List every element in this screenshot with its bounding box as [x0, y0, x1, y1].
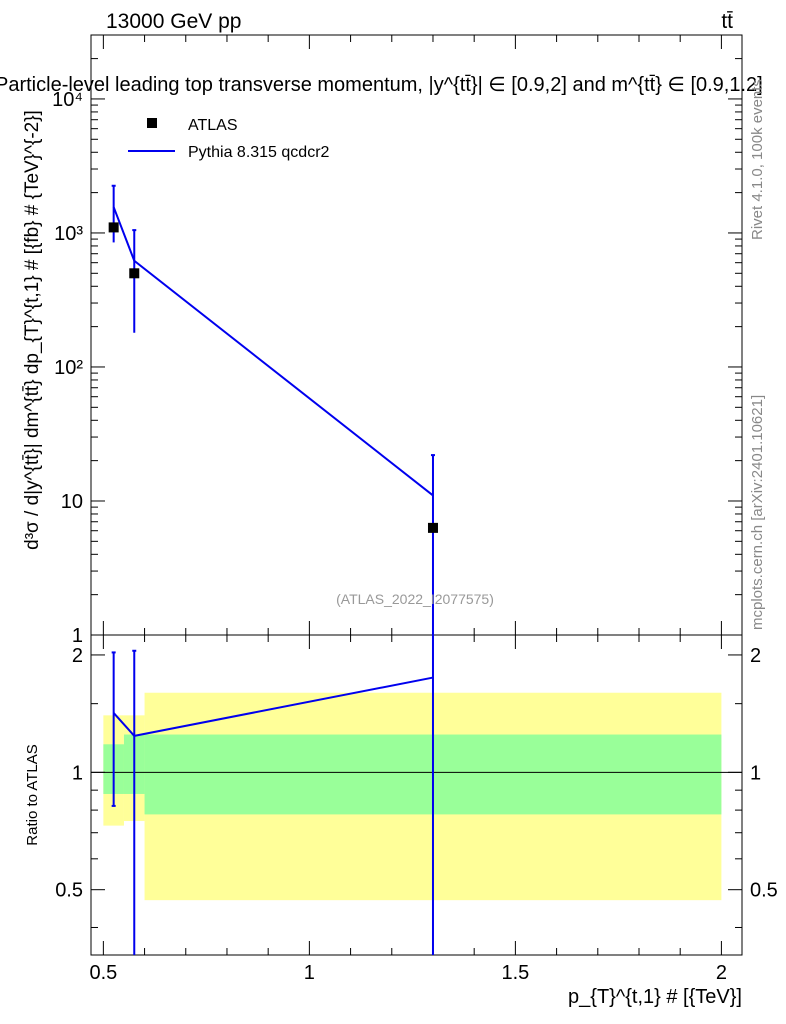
ratio-pythia-line: [112, 676, 434, 737]
ratio-y-tick-label: 1: [72, 762, 83, 784]
mcplots-label: mcplots.cern.ch [arXiv:2401.10621]: [749, 395, 766, 630]
x-axis-label: p_{T}^{t,1} # [{TeV}]: [568, 986, 742, 1008]
main-series-layer: [108, 184, 438, 635]
ratio-series-layer: [111, 635, 434, 955]
x-tick-label: 1: [304, 962, 315, 984]
ratio-y-tick-label: 2: [72, 645, 83, 667]
x-tick-label: 1.5: [501, 962, 529, 984]
ratio-y-tick-label: 0.5: [55, 880, 83, 902]
x-tick-label: 2: [716, 962, 727, 984]
main-y-tick-label: 10: [61, 491, 83, 513]
atlas-point: [427, 522, 438, 533]
ratio-axis-ticks: 0.5 0.5 1 1 2 2 0.5 1 1.5 2: [55, 635, 778, 984]
main-y-tick-label: 10²: [54, 357, 83, 379]
legend-atlas-marker: [147, 118, 157, 128]
energy-label: 13000 GeV pp: [106, 10, 241, 33]
ratio-y-tick-label-right: 0.5: [750, 880, 778, 902]
legend-pythia-label: Pythia 8.315 qcdcr2: [188, 144, 330, 161]
main-y-tick-label: 10³: [54, 223, 83, 245]
analysis-id: (ATLAS_2022_I2077575): [336, 591, 494, 607]
legend-atlas-label: ATLAS: [188, 117, 238, 134]
plot-title: Particle-level leading top transverse mo…: [0, 74, 763, 96]
x-tick-label: 0.5: [89, 962, 117, 984]
main-y-tick-label: 10⁴: [52, 89, 83, 111]
process-label: tt̄: [721, 10, 733, 33]
atlas-point: [129, 268, 140, 279]
main-y-axis-label: d³σ / d|y^{tt̄}| dm^{tt̄} dp_{T}^{t,1} #…: [22, 110, 43, 550]
pythia-line: [112, 206, 434, 497]
ratio-y-axis-label: Ratio to ATLAS: [24, 744, 41, 845]
main-y-axis-ticks: 1 10 10² 10³ 10⁴: [52, 34, 742, 647]
rivet-version-label: Rivet 4.1.0, 100k events: [749, 79, 766, 240]
ratio-plot-frame: [90, 634, 743, 956]
atlas-point: [108, 222, 119, 233]
main-y-tick-label: 1: [72, 625, 83, 647]
ratio-y-tick-label-right: 2: [750, 645, 761, 667]
ratio-y-tick-label-right: 1: [750, 762, 761, 784]
